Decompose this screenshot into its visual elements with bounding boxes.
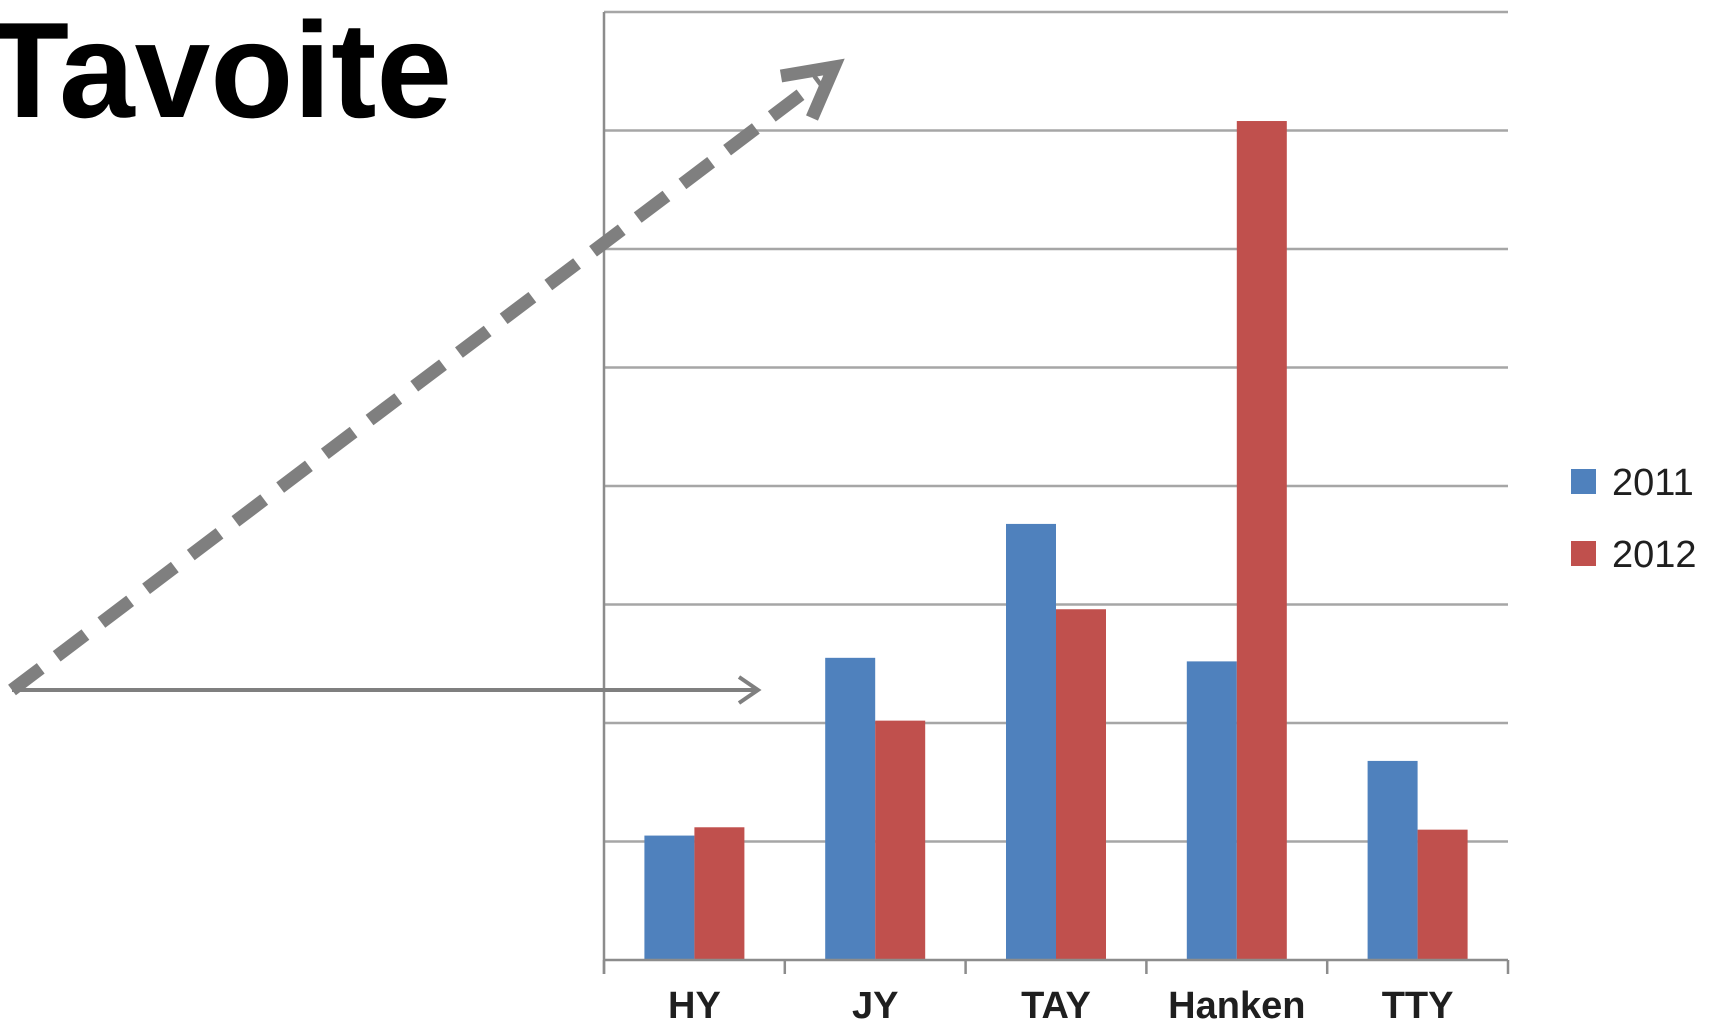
dashed-arrow-head <box>779 58 845 121</box>
bar-tay-2011 <box>1006 523 1056 960</box>
bar-tty-2011 <box>1367 760 1418 960</box>
annotation-arrows <box>8 58 845 705</box>
x-tick-label: TTY <box>1382 985 1454 1027</box>
solid-arrow-head <box>737 675 762 705</box>
legend: 2011 2012 <box>1571 462 1697 576</box>
bar-jy-2011 <box>825 657 876 960</box>
slide-title: Tavoite <box>0 0 453 146</box>
bar-hy-2012 <box>694 827 745 960</box>
bars <box>644 121 1468 960</box>
legend-swatch-2012 <box>1571 541 1596 566</box>
x-tick-labels: HY JY TAY Hanken TTY <box>668 985 1453 1027</box>
bar-tay-2012 <box>1056 609 1106 960</box>
bar-tty-2012 <box>1417 829 1468 960</box>
bar-hanken-2011 <box>1186 661 1237 960</box>
bar-hy-2011 <box>644 835 695 960</box>
axes <box>602 12 1510 974</box>
x-tick-label: TAY <box>1021 985 1091 1027</box>
bar-jy-2012 <box>875 720 926 960</box>
dashed-arrow-line <box>8 74 824 696</box>
x-tick-label: JY <box>852 985 898 1027</box>
legend-label-2012: 2012 <box>1612 534 1697 576</box>
bar-hanken-2012 <box>1236 121 1287 960</box>
x-tick-label: Hanken <box>1168 985 1305 1027</box>
x-tick-label: HY <box>668 985 721 1027</box>
legend-swatch-2011 <box>1571 469 1596 494</box>
legend-label-2011: 2011 <box>1612 462 1694 504</box>
